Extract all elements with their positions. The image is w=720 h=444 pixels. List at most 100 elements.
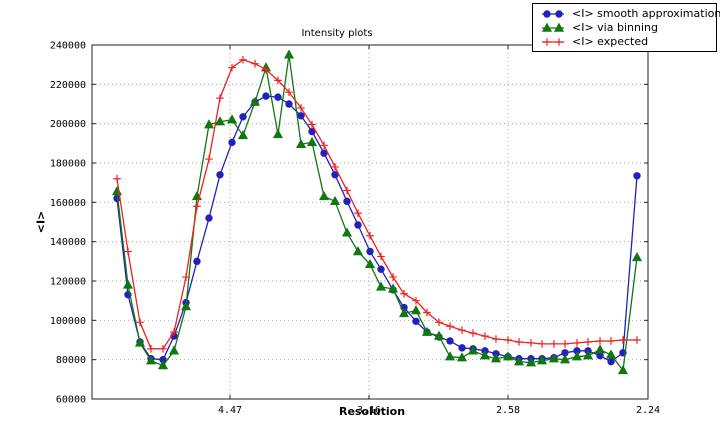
triangle-marker: [375, 281, 387, 291]
plus-marker: [481, 332, 489, 340]
legend-marker-plus-icon: [542, 38, 564, 46]
y-tick-label: 180000: [50, 159, 86, 170]
plus-marker: [124, 247, 132, 256]
plus-marker: [320, 141, 328, 150]
legend-item-expected: <I> expected: [537, 35, 712, 49]
triangle-marker: [398, 308, 410, 318]
plus-marker: [550, 340, 558, 348]
y-axis-label: <I>: [34, 210, 48, 234]
plus-marker: [297, 104, 305, 112]
plus-marker: [515, 338, 523, 346]
plus-marker: [285, 88, 293, 96]
plus-marker: [619, 336, 627, 344]
plus-marker: [147, 345, 155, 353]
triangle-marker: [525, 357, 537, 367]
triangle-marker: [479, 350, 491, 360]
triangle-marker: [387, 283, 399, 293]
y-tick-label: 240000: [50, 41, 86, 52]
triangle-marker: [594, 344, 606, 354]
plus-marker: [308, 120, 316, 129]
plus-marker: [435, 318, 443, 327]
plus-marker: [354, 209, 362, 217]
y-tick-label: 120000: [50, 277, 86, 288]
triangle-marker: [111, 186, 123, 196]
triangle-marker: [467, 345, 479, 355]
plus-marker: [170, 328, 178, 336]
triangle-marker: [352, 246, 364, 256]
circle-marker: [633, 172, 641, 180]
plus-marker: [596, 337, 604, 345]
plus-marker: [543, 38, 551, 46]
chart-title: Intensity plots: [301, 28, 373, 39]
legend-marker-circle-icon: [542, 10, 564, 18]
plus-marker: [458, 326, 466, 334]
circle-marker: [555, 10, 563, 18]
triangle-marker: [341, 227, 353, 237]
triangle-marker: [122, 279, 134, 289]
x-tick-label: 2.58: [496, 405, 520, 416]
plus-marker: [412, 296, 420, 305]
triangle-marker: [553, 22, 565, 32]
series-i-expected: [113, 55, 641, 353]
triangle-marker: [502, 351, 514, 361]
legend-marker-triangle-icon: [541, 22, 565, 32]
series-i-expected-line: [116, 59, 637, 350]
circle-marker: [285, 100, 293, 108]
y-tick-label: 140000: [50, 237, 86, 248]
plus-marker: [182, 273, 190, 281]
plus-marker: [193, 202, 201, 211]
tick-labels: 60000 80000 100000 120000 140000 160000 180000…: [50, 41, 660, 417]
triangle-marker: [203, 119, 215, 129]
triangle-marker: [421, 326, 433, 336]
y-tick-label: 60000: [56, 395, 86, 406]
circle-marker: [446, 337, 454, 345]
triangle-marker: [541, 22, 553, 32]
plus-marker: [527, 339, 535, 347]
triangle-marker: [559, 354, 571, 364]
triangle-marker: [364, 258, 376, 268]
plus-marker: [228, 63, 236, 72]
circle-marker: [366, 247, 374, 256]
series-i-via-binning: [111, 49, 643, 375]
plus-marker: [573, 339, 581, 347]
plus-marker: [331, 163, 339, 171]
plus-marker: [423, 308, 431, 317]
circle-marker: [412, 317, 420, 326]
plus-marker: [389, 273, 397, 281]
triangle-marker: [237, 130, 249, 140]
plus-marker: [262, 65, 270, 74]
triangle-marker: [444, 351, 456, 361]
plus-marker: [561, 340, 569, 348]
triangle-marker: [571, 351, 583, 361]
plus-marker: [274, 76, 282, 85]
series-i-smooth-approximation: [113, 92, 641, 366]
x-tick-label: 3.16: [357, 405, 381, 416]
plus-marker: [469, 329, 477, 337]
circle-marker: [543, 10, 551, 18]
circle-marker: [607, 357, 615, 366]
triangle-marker: [306, 136, 318, 147]
circle-marker: [274, 93, 282, 101]
triangle-marker: [631, 251, 643, 262]
triangle-marker: [329, 195, 341, 206]
triangle-marker: [318, 190, 330, 201]
axes-frame: [91, 44, 649, 400]
triangle-marker: [295, 138, 307, 149]
triangle-marker: [490, 353, 502, 363]
y-tick-label: 200000: [50, 119, 86, 130]
triangle-marker: [582, 350, 594, 360]
triangle-marker: [226, 114, 238, 124]
triangle-marker: [456, 352, 468, 362]
plus-marker: [538, 340, 546, 348]
triangle-marker: [536, 355, 548, 365]
circle-marker: [377, 265, 385, 273]
triangle-marker: [272, 129, 284, 139]
circle-marker: [297, 112, 305, 120]
circle-marker: [193, 257, 201, 266]
plus-marker: [239, 55, 247, 64]
circle-marker: [320, 149, 328, 157]
plus-marker: [446, 322, 454, 331]
circle-marker: [458, 344, 466, 352]
